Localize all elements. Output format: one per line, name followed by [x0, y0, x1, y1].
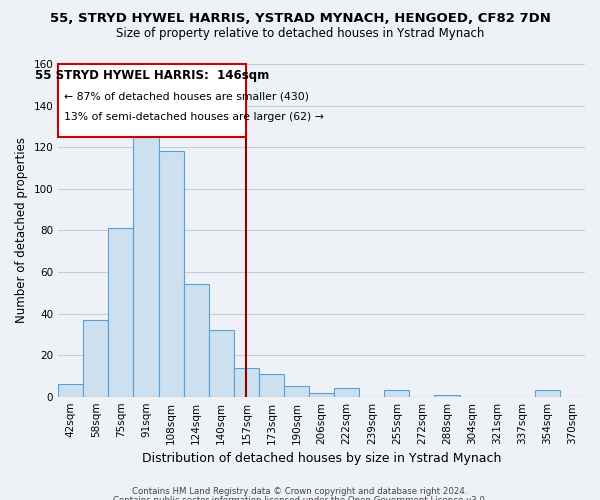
- Bar: [158, 152, 184, 396]
- Text: 55, STRYD HYWEL HARRIS, YSTRAD MYNACH, HENGOED, CF82 7DN: 55, STRYD HYWEL HARRIS, YSTRAD MYNACH, H…: [50, 12, 550, 26]
- Bar: [58, 384, 83, 396]
- Bar: [385, 390, 409, 396]
- Bar: [184, 284, 209, 397]
- Bar: [109, 228, 133, 396]
- Y-axis label: Number of detached properties: Number of detached properties: [15, 138, 28, 324]
- Text: ← 87% of detached houses are smaller (430): ← 87% of detached houses are smaller (43…: [64, 92, 309, 102]
- Text: 13% of semi-detached houses are larger (62) →: 13% of semi-detached houses are larger (…: [64, 112, 324, 122]
- Bar: [309, 392, 334, 396]
- Bar: [209, 330, 234, 396]
- Text: 55 STRYD HYWEL HARRIS:  146sqm: 55 STRYD HYWEL HARRIS: 146sqm: [35, 69, 269, 82]
- Bar: [334, 388, 359, 396]
- Text: Contains public sector information licensed under the Open Government Licence v3: Contains public sector information licen…: [113, 496, 487, 500]
- Bar: [83, 320, 109, 396]
- Bar: [434, 394, 460, 396]
- Bar: [234, 368, 259, 396]
- Bar: [535, 390, 560, 396]
- X-axis label: Distribution of detached houses by size in Ystrad Mynach: Distribution of detached houses by size …: [142, 452, 501, 465]
- Text: Contains HM Land Registry data © Crown copyright and database right 2024.: Contains HM Land Registry data © Crown c…: [132, 488, 468, 496]
- Bar: [259, 374, 284, 396]
- Bar: [133, 137, 158, 396]
- Bar: [284, 386, 309, 396]
- Text: Size of property relative to detached houses in Ystrad Mynach: Size of property relative to detached ho…: [116, 28, 484, 40]
